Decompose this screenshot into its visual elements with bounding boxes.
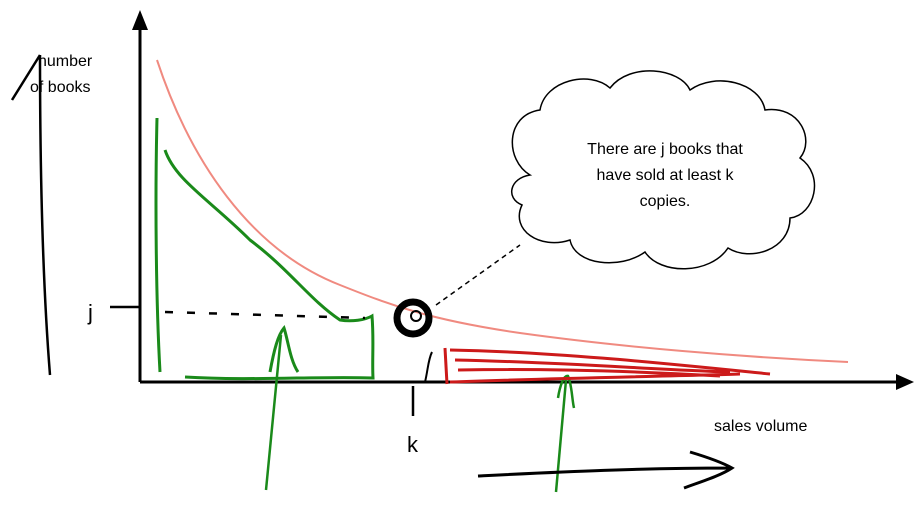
green-stroke: [154, 117, 162, 373]
y-direction-arrow: [10, 54, 52, 376]
x-axis-arrow: [896, 374, 914, 390]
callout-line: There are j books that: [587, 141, 743, 158]
green-arrow: [264, 334, 283, 491]
tail-scribble: [443, 347, 771, 385]
x-direction-arrow: [477, 450, 735, 490]
green-stroke: [163, 149, 375, 381]
point-marker-inner: [410, 310, 422, 322]
y-axis-label: of books: [30, 79, 90, 96]
callout-line: have sold at least k: [597, 167, 735, 184]
y-axis-arrow: [132, 10, 148, 30]
green-stroke: [268, 325, 300, 373]
k-scribble: [424, 351, 433, 383]
callout-line: copies.: [640, 193, 691, 210]
callout-cloud: [511, 70, 816, 270]
green-stroke: [556, 374, 576, 409]
y-axis-label: number: [38, 53, 93, 70]
k-label: k: [407, 432, 419, 457]
point-marker: [393, 298, 433, 338]
j-label: j: [87, 300, 93, 325]
x-axis-label: sales volume: [714, 418, 807, 435]
